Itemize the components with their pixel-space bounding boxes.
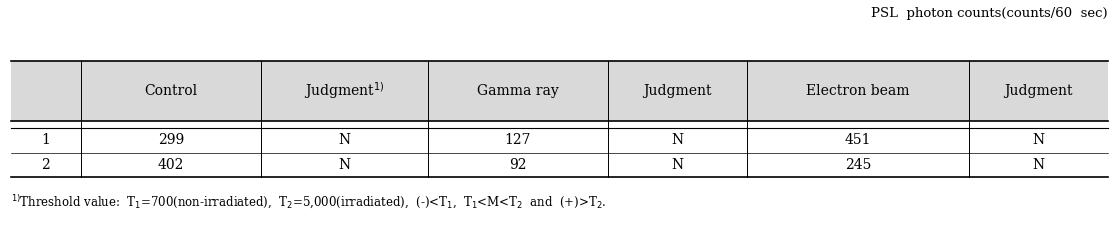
Text: 299: 299 <box>158 133 184 147</box>
Text: $^{1)}$Threshold value:  T$_1$=700(non-irradiated),  T$_2$=5,000(irradiated),  (: $^{1)}$Threshold value: T$_1$=700(non-ir… <box>11 193 606 211</box>
Text: N: N <box>1033 133 1044 147</box>
Text: Judgment: Judgment <box>1004 84 1073 98</box>
Text: 2: 2 <box>41 158 50 172</box>
Text: N: N <box>338 158 350 172</box>
Text: Electron beam: Electron beam <box>806 84 910 98</box>
Text: 402: 402 <box>158 158 184 172</box>
Text: 1: 1 <box>41 133 50 147</box>
Text: 245: 245 <box>845 158 871 172</box>
Text: N: N <box>1033 158 1044 172</box>
Text: 92: 92 <box>509 158 527 172</box>
Text: 451: 451 <box>845 133 872 147</box>
Text: Judgment$^{1)}$: Judgment$^{1)}$ <box>304 80 385 101</box>
Text: Control: Control <box>144 84 197 98</box>
Text: PSL  photon counts(counts/60  sec): PSL photon counts(counts/60 sec) <box>872 7 1108 20</box>
Text: N: N <box>671 133 684 147</box>
Text: 127: 127 <box>505 133 532 147</box>
Text: Judgment: Judgment <box>643 84 712 98</box>
Text: N: N <box>671 158 684 172</box>
Text: N: N <box>338 133 350 147</box>
Text: Gamma ray: Gamma ray <box>477 84 558 98</box>
FancyBboxPatch shape <box>11 61 1108 121</box>
